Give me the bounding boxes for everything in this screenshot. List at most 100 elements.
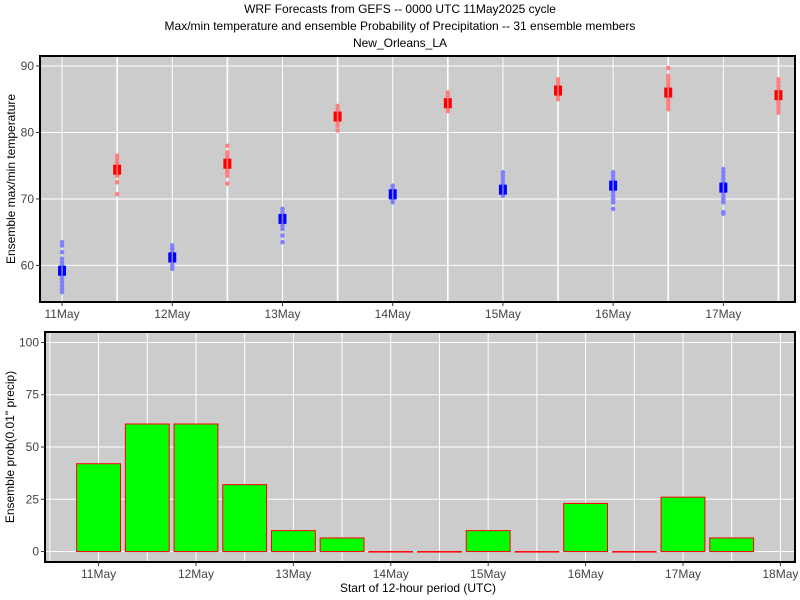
- temp-x-tick-label: 14May: [375, 307, 411, 321]
- max-temp-member-point: [225, 150, 230, 155]
- max-temp-member-point: [776, 106, 781, 112]
- max-temp-member-point: [225, 181, 230, 186]
- precip-x-tick-label: 15May: [470, 567, 506, 581]
- min-temp-member-point: [280, 223, 285, 228]
- min-temp-member-point: [610, 173, 616, 178]
- max-temp-member-point: [776, 110, 781, 115]
- min-temp-member-point: [721, 196, 726, 202]
- chart-title-line-2: Max/min temperature and ensemble Probabi…: [164, 19, 636, 33]
- max-temp-member-point: [555, 76, 561, 82]
- precip-x-tick-label: 17May: [665, 567, 701, 581]
- min-temp-member-point: [169, 266, 175, 272]
- min-temp-member-point: [610, 196, 616, 202]
- min-temp-member-point: [500, 176, 506, 182]
- max-temp-member-point: [776, 103, 781, 109]
- max-temp-member-point: [225, 173, 230, 178]
- temp-y-axis-label: Ensemble max/min temperature: [4, 94, 18, 264]
- precip-x-tick-label: 16May: [568, 567, 604, 581]
- min-temp-member-point: [169, 263, 175, 268]
- min-temp-member-point: [610, 176, 616, 182]
- min-temp-member-point: [59, 286, 65, 292]
- max-temp-member-point: [776, 80, 781, 85]
- precip-x-tick-label: 12May: [178, 567, 214, 581]
- min-temp-member-point: [59, 279, 65, 285]
- max-temp-member-point: [665, 83, 671, 89]
- min-temp-member-point: [610, 206, 616, 212]
- max-temp-member-point: [445, 108, 451, 114]
- max-temp-member-point: [335, 128, 340, 133]
- min-temp-member-point: [610, 193, 616, 198]
- temp-x-tick-label: 17May: [705, 307, 741, 321]
- precip-bar: [709, 537, 755, 553]
- precip-x-tick-label: 18May: [762, 567, 798, 581]
- max-temp-member-point: [225, 170, 230, 175]
- max-temp-member-point: [335, 103, 340, 109]
- min-temp-member-point: [280, 239, 285, 245]
- temp-x-tick-label: 12May: [154, 307, 190, 321]
- min-temp-member-point: [59, 259, 65, 265]
- precip-bar: [465, 530, 511, 553]
- precip-bar: [319, 537, 365, 553]
- precip-bar: [76, 463, 121, 553]
- max-temp-member-point: [665, 65, 671, 71]
- min-temp-member-point: [280, 226, 285, 232]
- min-temp-member-point: [280, 209, 285, 215]
- min-temp-member-point: [390, 199, 396, 205]
- min-temp-member-point: [280, 206, 285, 212]
- min-temp-member-point: [610, 199, 616, 205]
- min-temp-member-point: [500, 173, 506, 178]
- min-temp-member-point: [721, 199, 726, 205]
- min-temp-member-point: [59, 289, 65, 295]
- temp-x-tick-label: 13May: [264, 307, 300, 321]
- min-temp-member-point: [59, 256, 65, 262]
- max-temp-member-point: [665, 106, 671, 112]
- precip-x-tick-label: 13May: [275, 567, 311, 581]
- precip-x-tick-label: 14May: [373, 567, 409, 581]
- min-temp-member-point: [169, 246, 175, 252]
- temp-x-tick-label: 15May: [485, 307, 521, 321]
- temp-x-tick-label: 16May: [595, 307, 631, 321]
- max-temp-member-point: [114, 191, 120, 197]
- max-temp-member-point: [776, 100, 781, 105]
- min-temp-member-point: [59, 249, 65, 255]
- min-temp-member-point: [721, 176, 726, 182]
- precip-bar: [563, 502, 608, 553]
- temp-y-tick-label: 90: [21, 59, 35, 73]
- max-temp-member-point: [225, 143, 230, 149]
- max-temp-member-point: [114, 180, 120, 185]
- precip-bar: [514, 551, 560, 553]
- min-temp-member-point: [59, 283, 65, 288]
- temp-panel-border: [39, 55, 796, 303]
- min-temp-member-point: [500, 180, 506, 185]
- precip-x-tick-label: 11May: [81, 567, 116, 581]
- precip-bar: [270, 530, 316, 553]
- max-temp-member-point: [665, 76, 671, 82]
- min-temp-member-point: [500, 170, 506, 175]
- precip-bar: [417, 551, 462, 553]
- max-temp-member-point: [665, 73, 671, 79]
- max-temp-member-point: [555, 96, 561, 102]
- min-temp-member-point: [59, 243, 65, 248]
- max-temp-member-point: [114, 160, 120, 165]
- min-temp-member-point: [59, 276, 65, 282]
- precip-y-tick-label: 0: [32, 545, 39, 559]
- max-temp-member-point: [665, 96, 671, 102]
- precip-bar: [368, 551, 414, 553]
- min-temp-member-point: [59, 239, 65, 245]
- precip-y-axis-label: Ensemble prob(0.01" precip): [3, 371, 17, 523]
- precip-bar: [124, 423, 170, 553]
- chart-title-line-3: New_Orleans_LA: [352, 36, 448, 50]
- min-temp-member-point: [610, 189, 616, 195]
- min-temp-member-point: [721, 166, 726, 172]
- max-temp-member-point: [776, 83, 781, 89]
- chart-title-line-1: WRF Forecasts from GEFS -- 0000 UTC 11Ma…: [244, 2, 556, 16]
- max-temp-member-point: [114, 156, 120, 162]
- max-temp-member-point: [665, 103, 671, 109]
- max-temp-member-point: [445, 90, 451, 95]
- min-temp-member-point: [169, 243, 175, 248]
- precip-x-axis-label: Start of 12-hour period (UTC): [340, 581, 496, 595]
- precip-y-tick-label: 50: [26, 440, 40, 454]
- max-temp-member-point: [335, 106, 340, 112]
- min-temp-member-point: [721, 209, 726, 215]
